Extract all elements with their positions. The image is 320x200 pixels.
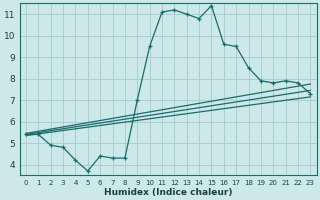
X-axis label: Humidex (Indice chaleur): Humidex (Indice chaleur) (104, 188, 232, 197)
